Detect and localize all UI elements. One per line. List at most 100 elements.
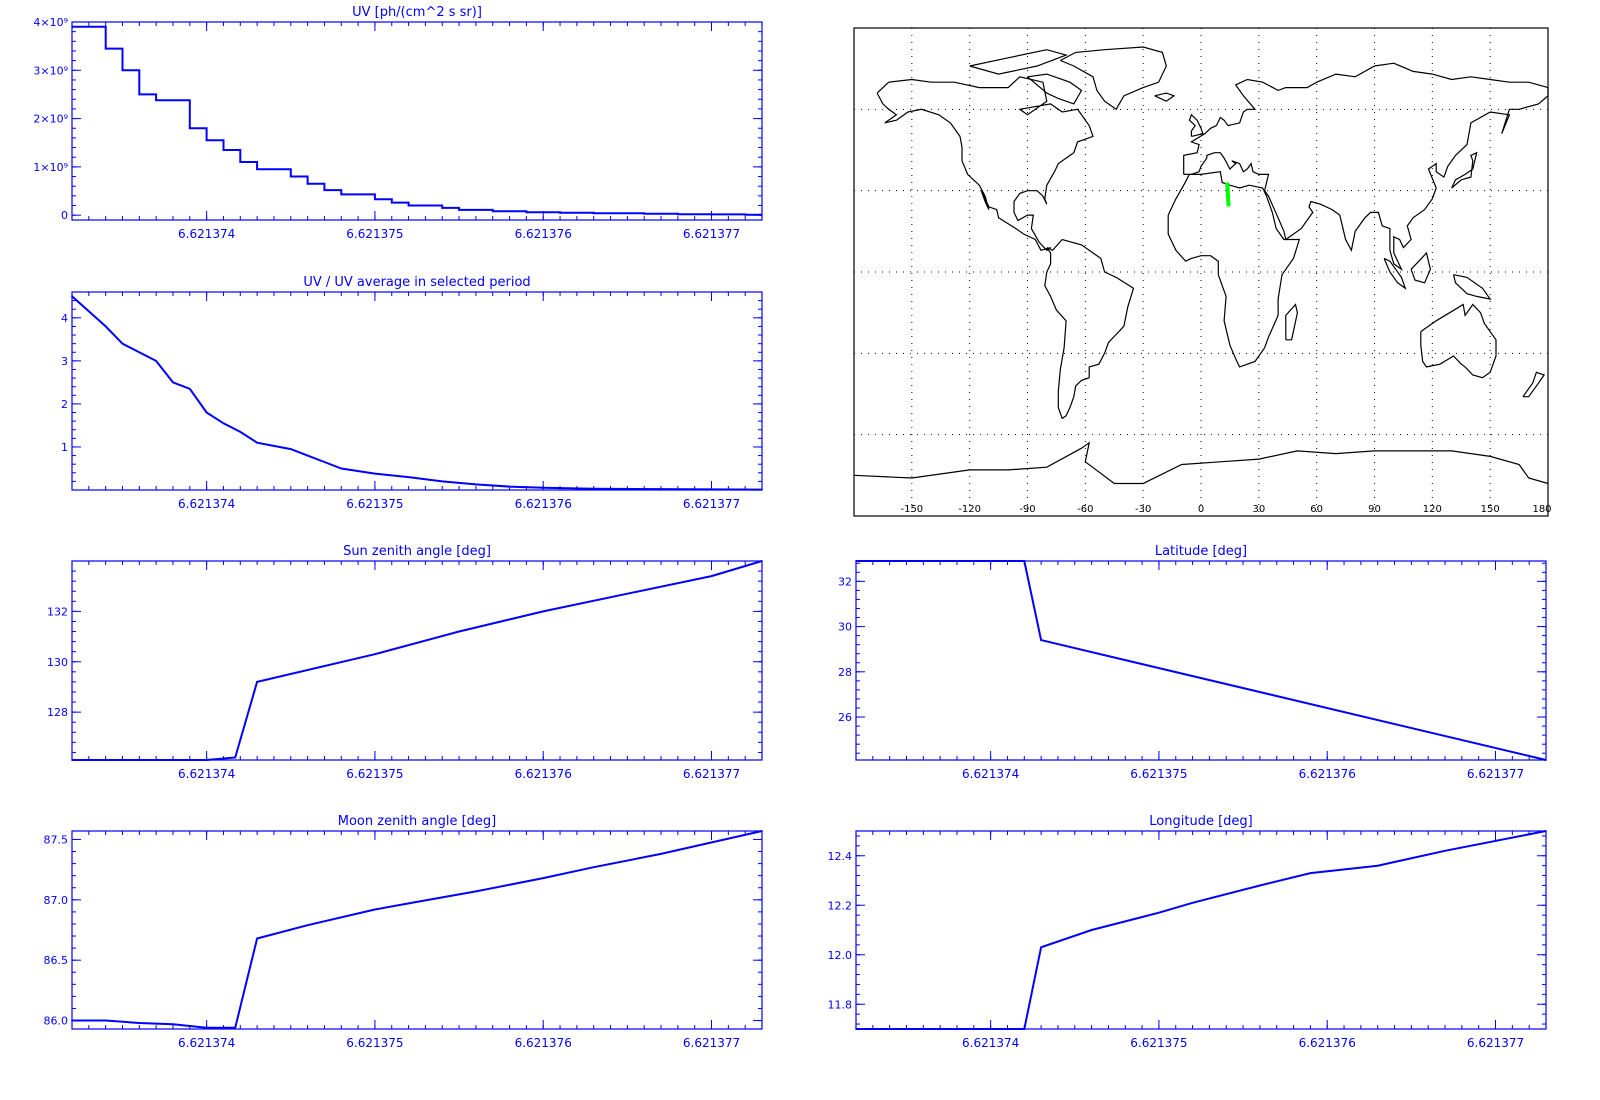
continent-baffin-island	[1027, 73, 1083, 105]
map-frame	[853, 27, 1549, 517]
chart-title: Latitude [deg]	[1155, 544, 1247, 559]
data-point	[407, 204, 410, 207]
chart-latitude: Latitude [deg] 6.621374 6.621375 6.621376 6.…	[838, 544, 1547, 781]
map-lon-label: -30	[1135, 504, 1151, 515]
chart-title: Sun zenith angle [deg]	[343, 544, 491, 559]
chart-sun_zenith: Sun zenith angle [deg] 6.621374 6.621375 6.…	[47, 544, 763, 781]
data-point	[643, 212, 645, 215]
continent-madagascar	[1285, 303, 1299, 341]
data-point	[71, 26, 73, 28]
chart-moon_zenith: Moon zenith angle [deg] 6.621374 6.621375 6…	[44, 814, 763, 1050]
chart-uv: UV [ph/(cm^2 s sr)] 6.621374 6.621375 6.621…	[33, 5, 763, 241]
data-point	[475, 890, 477, 893]
y-tick-label: 26	[838, 711, 852, 724]
plot-frame	[71, 830, 763, 1030]
data-point	[340, 193, 343, 196]
chart-longitude: Longitude [deg] 6.621374 6.621375 6.621376 6…	[828, 814, 1547, 1050]
y-tick-label: 132	[47, 605, 68, 618]
data-point	[155, 99, 157, 101]
x-tick-label: 6.621376	[515, 227, 572, 241]
plot-frame	[855, 830, 1547, 1030]
data-point	[761, 560, 763, 562]
continent-antarctica	[853, 441, 1549, 485]
data-point	[155, 360, 157, 362]
y-tick-label: 4×10⁹	[33, 16, 68, 29]
y-tick-label: 32	[838, 575, 852, 588]
chart-title: Moon zenith angle [deg]	[338, 814, 496, 829]
series-line	[72, 25, 762, 216]
x-tick-label: 6.621377	[683, 1036, 740, 1050]
data-point	[1023, 1028, 1026, 1030]
y-tick-label: 2×10⁹	[33, 113, 68, 126]
data-point	[374, 653, 376, 655]
data-point	[256, 681, 258, 683]
plot-frame	[71, 560, 763, 761]
data-point	[407, 902, 410, 905]
y-tick-label: 30	[838, 621, 852, 634]
data-point	[239, 431, 242, 433]
data-point	[761, 488, 763, 491]
x-tick-label: 6.621374	[178, 1036, 235, 1050]
y-tick-label: 128	[47, 706, 68, 719]
data-point	[761, 830, 763, 832]
data-point	[104, 1019, 107, 1022]
x-tick-label: 6.621377	[683, 497, 740, 511]
data-point	[441, 207, 444, 209]
y-tick-label: 12.0	[828, 949, 853, 962]
data-point	[256, 441, 258, 444]
y-tick-label: 86.0	[44, 1015, 69, 1028]
data-point	[660, 488, 662, 490]
y-tick-label: 0	[61, 209, 68, 222]
data-point	[340, 467, 343, 470]
x-tick-label: 6.621375	[346, 1036, 403, 1050]
data-point	[374, 908, 376, 911]
map-lon-label: -60	[1077, 504, 1093, 515]
data-point	[1376, 864, 1379, 867]
y-tick-label: 1	[61, 441, 68, 454]
x-tick-label: 6.621374	[962, 767, 1019, 781]
data-point	[1090, 929, 1093, 931]
x-tick-label: 6.621375	[346, 767, 403, 781]
map-lon-label: -120	[958, 504, 981, 515]
x-tick-label: 6.621374	[178, 227, 235, 241]
data-point	[239, 161, 242, 163]
data-point	[138, 759, 141, 761]
data-point	[391, 201, 393, 204]
data-point	[1545, 759, 1547, 761]
data-point	[1444, 850, 1446, 852]
data-point	[138, 1022, 141, 1024]
map-lon-label: 180	[1532, 504, 1551, 515]
x-tick-label: 6.621374	[962, 1036, 1019, 1050]
data-point	[855, 560, 857, 562]
continent-japan	[1451, 151, 1478, 189]
data-point	[290, 448, 292, 450]
data-point	[660, 853, 662, 855]
series-line	[856, 830, 1547, 1030]
continent-greenland	[1060, 46, 1167, 111]
y-tick-label: 1×10⁹	[33, 161, 68, 174]
x-tick-label: 6.621377	[683, 227, 740, 241]
continent-borneo	[1410, 251, 1432, 284]
x-tick-label: 6.621376	[1299, 767, 1356, 781]
y-tick-label: 86.5	[44, 954, 69, 967]
data-point	[710, 575, 713, 577]
continent-iceland	[1154, 92, 1176, 102]
data-point	[189, 388, 191, 390]
data-point	[1309, 872, 1312, 874]
x-tick-label: 6.621375	[1130, 767, 1187, 781]
chart-uv_ratio: UV / UV average in selected period 6.6213…	[61, 275, 763, 511]
data-point	[323, 189, 326, 191]
series-line	[72, 830, 763, 1029]
continent-australia	[1420, 303, 1497, 379]
series-line	[71, 295, 763, 491]
data-point	[172, 1023, 174, 1025]
plot-frame	[71, 291, 763, 491]
plot-frame	[855, 560, 1547, 761]
continent-africa	[1167, 171, 1301, 368]
data-point	[121, 342, 124, 345]
x-tick-label: 6.621375	[1130, 1036, 1187, 1050]
data-point	[592, 212, 595, 214]
data-point	[71, 1019, 73, 1022]
y-tick-label: 2	[61, 398, 68, 411]
x-tick-label: 6.621375	[346, 227, 403, 241]
